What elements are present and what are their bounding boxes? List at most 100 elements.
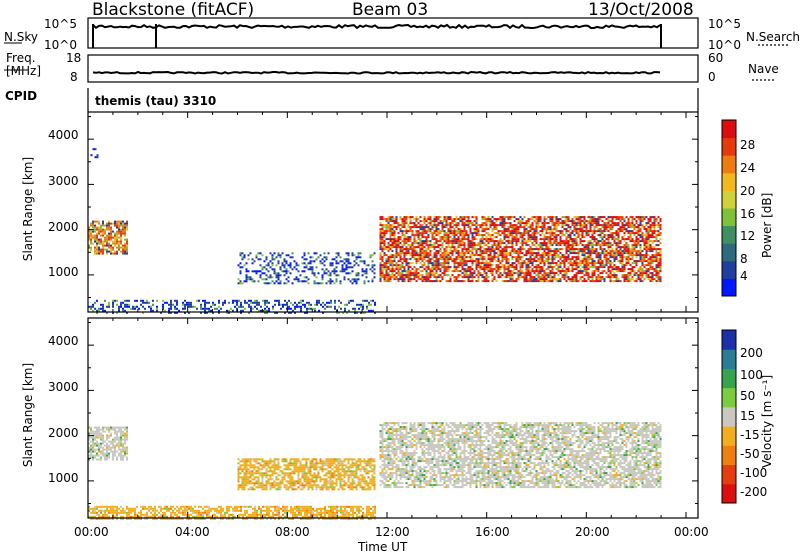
heatmap-cell <box>267 270 270 273</box>
heatmap-cell <box>245 466 248 469</box>
heatmap-cell <box>249 470 252 473</box>
heatmap-cell <box>379 258 382 261</box>
heatmap-cell <box>635 216 638 219</box>
heatmap-cell <box>249 462 252 465</box>
heatmap-cell <box>631 218 634 221</box>
heatmap-cell <box>245 476 248 479</box>
heatmap-cell <box>499 266 502 269</box>
velocity-cbar-tick-m15: -15 <box>740 428 760 442</box>
heatmap-cell <box>659 276 662 279</box>
heatmap-cell <box>413 242 416 245</box>
heatmap-cell <box>453 250 456 253</box>
heatmap-cell <box>569 252 572 255</box>
heatmap-cell <box>491 260 494 263</box>
heatmap-cell <box>261 478 264 481</box>
heatmap-cell <box>471 234 474 237</box>
heatmap-cell <box>255 462 258 465</box>
heatmap-cell <box>635 240 638 243</box>
heatmap-cell <box>581 228 584 231</box>
heatmap-cell <box>585 224 588 227</box>
heatmap-cell <box>589 252 592 255</box>
heatmap-cell <box>290 307 292 310</box>
heatmap-cell <box>269 282 272 285</box>
heatmap-cell <box>491 222 494 225</box>
heatmap-cell <box>186 303 188 306</box>
heatmap-cell <box>403 222 406 225</box>
heatmap-cell <box>92 230 94 233</box>
heatmap-cell <box>403 238 406 241</box>
heatmap-cell <box>529 254 532 257</box>
heatmap-cell <box>100 452 102 455</box>
heatmap-cell <box>240 305 242 308</box>
heatmap-cell <box>633 280 636 283</box>
heatmap-cell <box>445 246 448 249</box>
heatmap-cell <box>455 252 458 255</box>
heatmap-cell <box>617 250 620 253</box>
heatmap-cell <box>515 226 518 229</box>
heatmap-cell <box>108 454 110 457</box>
heatmap-cell <box>531 268 534 271</box>
heatmap-cell <box>543 280 546 283</box>
heatmap-cell <box>363 260 366 263</box>
heatmap-cell <box>645 222 648 225</box>
heatmap-cell <box>92 222 94 225</box>
heatmap-cell <box>439 240 442 243</box>
heatmap-cell <box>473 220 476 223</box>
heatmap-cell <box>475 252 478 255</box>
heatmap-cell <box>597 266 600 269</box>
heatmap-cell <box>541 266 544 269</box>
heatmap-cell <box>120 434 122 437</box>
heatmap-cell <box>657 274 660 277</box>
heatmap-cell <box>114 440 116 443</box>
heatmap-cell <box>617 238 620 241</box>
heatmap-cell <box>118 446 120 449</box>
heatmap-cell <box>629 258 632 261</box>
heatmap-cell <box>561 234 564 237</box>
heatmap-cell <box>505 268 508 271</box>
heatmap-cell <box>279 256 282 259</box>
heatmap-cell <box>347 254 350 257</box>
heatmap-cell <box>365 268 368 271</box>
heatmap-cell <box>124 446 126 449</box>
heatmap-cell <box>649 236 652 239</box>
heatmap-cell <box>174 299 176 302</box>
heatmap-cell <box>200 307 202 310</box>
heatmap-cell <box>491 270 494 273</box>
heatmap-cell <box>385 272 388 275</box>
heatmap-cell <box>519 250 522 253</box>
heatmap-cell <box>329 262 332 265</box>
heatmap-cell <box>531 218 534 221</box>
xtick-2: 08:00 <box>275 525 310 539</box>
heatmap-cell <box>513 252 516 255</box>
velocity-cbar-tick-50: 50 <box>740 389 756 403</box>
heatmap-cell <box>425 256 428 259</box>
heatmap-cell <box>387 216 390 219</box>
heatmap-cell <box>481 268 484 271</box>
heatmap-cell <box>353 254 356 257</box>
heatmap-cell <box>563 242 566 245</box>
heatmap-cell <box>659 232 662 235</box>
heatmap-cell <box>106 434 108 437</box>
heatmap-cell <box>461 242 464 245</box>
heatmap-cell <box>659 254 662 257</box>
heatmap-cell <box>391 224 394 227</box>
heatmap-cell <box>515 224 518 227</box>
heatmap-cell <box>118 305 120 308</box>
heatmap-cell <box>467 270 470 273</box>
heatmap-cell <box>98 442 100 445</box>
heatmap-cell <box>455 250 458 253</box>
heatmap-cell <box>122 246 124 249</box>
heatmap-cell <box>122 430 124 433</box>
heatmap-cell <box>513 232 516 235</box>
heatmap-cell <box>527 230 530 233</box>
heatmap-cell <box>635 244 638 247</box>
heatmap-cell <box>295 460 298 463</box>
heatmap-cell <box>453 262 456 265</box>
heatmap-cell <box>114 220 116 223</box>
heatmap-cell <box>603 252 606 255</box>
heatmap-cell <box>461 236 464 239</box>
heatmap-cell <box>253 472 256 475</box>
heatmap-cell <box>303 252 306 255</box>
heatmap-cell <box>122 244 124 247</box>
heatmap-cell <box>611 276 614 279</box>
